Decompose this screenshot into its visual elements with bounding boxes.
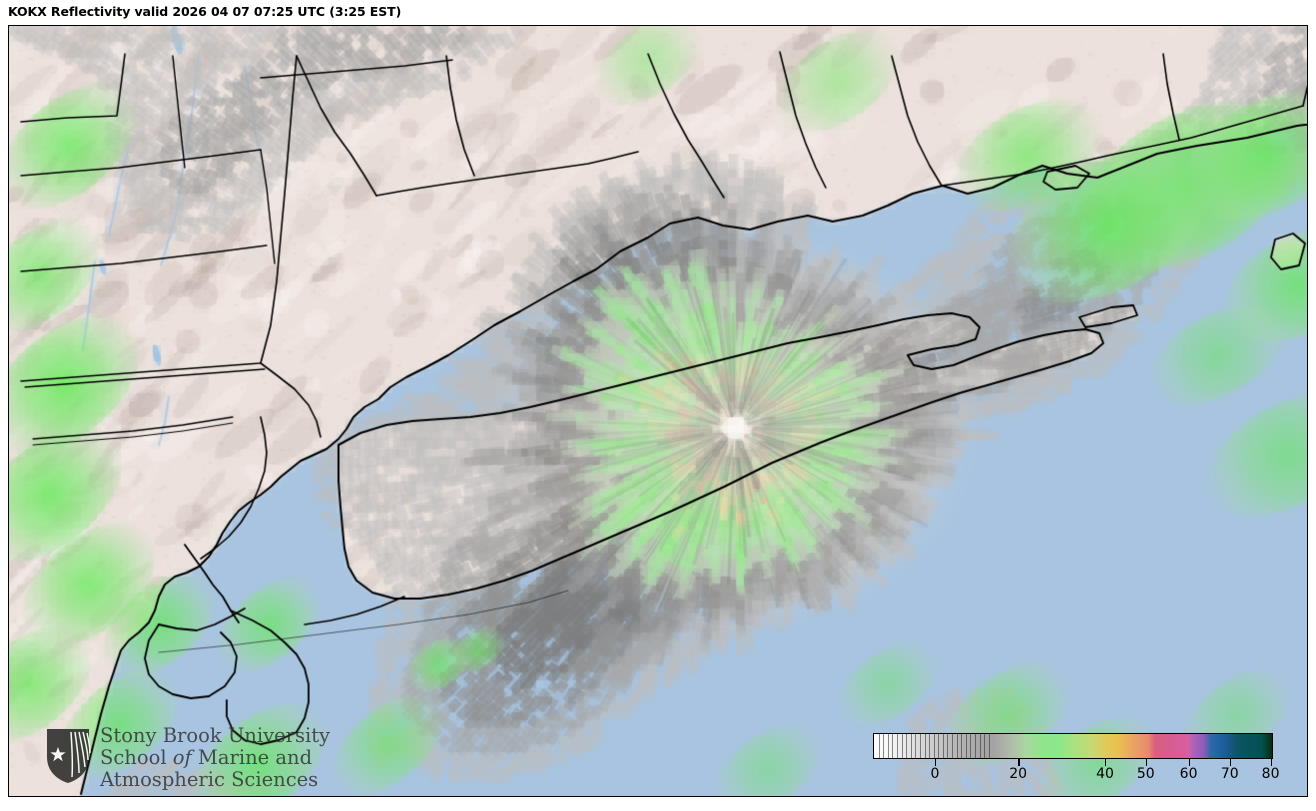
colorbar-tick-label: 80 xyxy=(1261,766,1280,782)
colorbar-tick-label: 20 xyxy=(1009,766,1028,782)
colorbar-tick xyxy=(1188,759,1190,766)
colorbar-minor-tick xyxy=(892,734,894,758)
colorbar-minor-tick xyxy=(938,734,940,758)
colorbar-minor-tick xyxy=(910,734,912,758)
colorbar-minor-tick xyxy=(942,734,944,758)
colorbar-minor-tick xyxy=(988,734,990,758)
logo-text: Stony Brook University School of Marine … xyxy=(100,725,330,791)
colorbar-minor-tick xyxy=(924,734,926,758)
colorbar-tick-label: 70 xyxy=(1220,766,1239,782)
colorbar-gradient xyxy=(874,734,1272,758)
colorbar-tick-label: 60 xyxy=(1179,766,1198,782)
radar-map[interactable]: 0 20 40 50 60 70 80 Stony Brook University Sch… xyxy=(8,25,1308,797)
stony-brook-logo: Stony Brook University School of Marine … xyxy=(45,725,345,796)
colorbar-minor-tick xyxy=(979,734,981,758)
colorbar-minor-tick xyxy=(952,734,954,758)
colorbar-minor-tick xyxy=(956,734,958,758)
colorbar-minor-tick xyxy=(901,734,903,758)
colorbar-minor-tick xyxy=(975,734,977,758)
logo-line-2-post: Marine and xyxy=(191,746,313,769)
logo-line-1: Stony Brook University xyxy=(100,724,331,747)
colorbar-minor-tick xyxy=(947,734,949,758)
logo-line-3: Atmospheric Sciences xyxy=(100,768,319,791)
colorbar-minor-tick xyxy=(984,734,986,758)
colorbar-tick xyxy=(1018,759,1020,766)
colorbar-tick-label: 0 xyxy=(930,766,940,782)
colorbar-tick-label: 50 xyxy=(1136,766,1155,782)
page-title: KOKX Reflectivity valid 2026 04 07 07:25… xyxy=(8,4,402,19)
colorbar-tick xyxy=(935,759,937,766)
colorbar-tick xyxy=(1105,759,1107,766)
colorbar-minor-tick xyxy=(878,734,880,758)
colorbar-minor-tick xyxy=(883,734,885,758)
shield-star-rays-icon xyxy=(47,729,91,783)
radar-map-canvas[interactable] xyxy=(9,26,1307,796)
colorbar-bar xyxy=(873,733,1273,759)
colorbar-minor-tick xyxy=(906,734,908,758)
colorbar-minor-tick xyxy=(933,734,935,758)
colorbar-minor-tick xyxy=(915,734,917,758)
logo-line-2: School of Marine and xyxy=(100,747,330,769)
logo-line-2-pre: School xyxy=(100,746,173,769)
colorbar-minor-tick xyxy=(896,734,898,758)
colorbar-minor-tick xyxy=(965,734,967,758)
colorbar-tick xyxy=(1229,759,1232,766)
colorbar-tick xyxy=(1145,759,1148,766)
colorbar-tick-label: 40 xyxy=(1096,766,1114,782)
colorbar-minor-tick xyxy=(887,734,889,758)
logo-line-2-italic: of xyxy=(172,746,192,769)
colorbar-minor-tick xyxy=(970,734,972,758)
colorbar-minor-tick xyxy=(929,734,931,758)
reflectivity-colorbar: 0 20 40 50 60 70 80 xyxy=(873,733,1280,795)
colorbar-minor-tick xyxy=(961,734,963,758)
colorbar-tick xyxy=(1270,759,1272,766)
colorbar-minor-tick xyxy=(919,734,921,758)
